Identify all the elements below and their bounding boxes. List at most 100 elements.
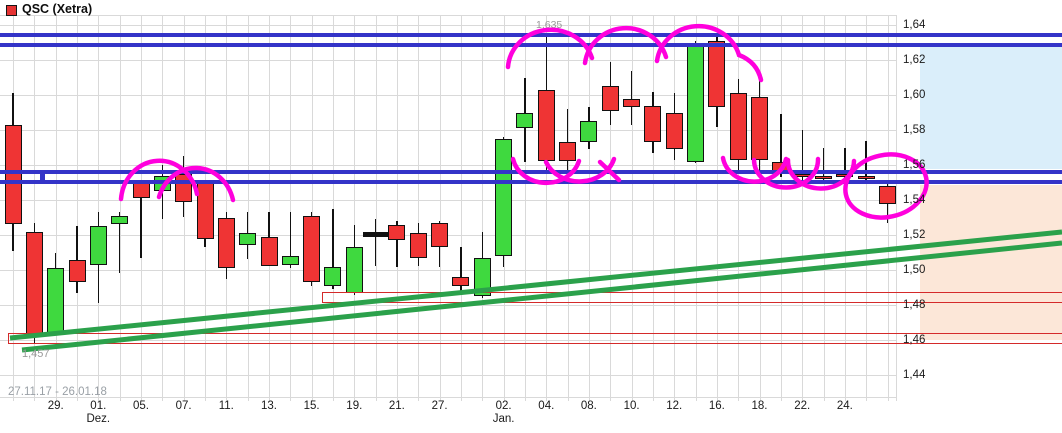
page-title: QSC (Xetra) xyxy=(22,2,93,16)
y-axis-label: 1,64 xyxy=(903,19,926,31)
candle-down xyxy=(537,89,555,162)
vertical-gridline xyxy=(567,15,569,401)
margin-tint-blue xyxy=(920,47,1062,169)
candle-down xyxy=(452,277,470,286)
x-axis-label: 10. xyxy=(623,400,640,412)
vertical-gridline xyxy=(759,15,761,401)
x-axis-label: 13. xyxy=(261,400,277,412)
x-axis-month-label: Dez. xyxy=(86,413,111,425)
red-square-icon xyxy=(6,5,17,16)
vertical-gridline xyxy=(354,15,356,401)
candle-up xyxy=(473,257,491,297)
candle-up xyxy=(495,138,513,256)
x-axis-label: 18. xyxy=(751,400,768,412)
vertical-gridline xyxy=(269,15,270,401)
horizontal-gridline xyxy=(0,270,896,271)
vertical-gridline xyxy=(396,15,398,401)
candle-up xyxy=(345,247,363,293)
horizontal-gridline xyxy=(0,25,896,26)
vertical-gridline xyxy=(695,15,697,401)
vertical-gridline xyxy=(610,15,612,401)
candle-down xyxy=(388,224,406,241)
candle-up xyxy=(516,112,534,129)
candle-down xyxy=(751,96,768,160)
candle-down xyxy=(644,105,662,143)
candle-up xyxy=(111,215,129,225)
plot-top-border xyxy=(0,15,896,16)
candle-down xyxy=(665,112,683,150)
horizontal-gridline xyxy=(0,305,896,306)
candle-down xyxy=(708,40,726,108)
horizontal-gridline xyxy=(0,375,896,376)
candle-down xyxy=(431,222,449,248)
candle-wick xyxy=(844,147,846,183)
candle-down xyxy=(559,142,577,162)
vertical-gridline xyxy=(738,15,740,401)
candle-down xyxy=(260,236,278,267)
x-axis-label: 16. xyxy=(708,400,725,412)
horizontal-gridline xyxy=(0,60,896,61)
candle-down xyxy=(623,98,641,108)
resistance-line xyxy=(0,43,1062,47)
vertical-gridline xyxy=(311,15,313,401)
candle-wick xyxy=(630,70,633,125)
x-axis-label: 27. xyxy=(431,400,448,412)
y-axis-label: 1,62 xyxy=(903,54,926,66)
vertical-gridline xyxy=(546,15,548,401)
resistance-line xyxy=(0,33,1062,37)
vertical-gridline xyxy=(674,15,676,401)
candle-down xyxy=(879,186,896,204)
vertical-gridline xyxy=(247,15,249,401)
vertical-gridline xyxy=(290,15,292,401)
vertical-gridline xyxy=(98,15,100,401)
x-axis-label: 22. xyxy=(794,400,811,412)
vertical-gridline xyxy=(716,15,718,401)
candle-wick xyxy=(374,219,377,267)
candle-up xyxy=(324,266,342,286)
candle-down xyxy=(4,124,22,225)
support-line xyxy=(0,180,1062,184)
candle-down xyxy=(68,259,86,283)
vertical-gridline xyxy=(55,15,57,401)
vertical-gridline xyxy=(119,15,121,401)
candle-down xyxy=(25,231,43,335)
marked-low-label: 1,457 xyxy=(22,348,50,360)
x-axis-label: 11. xyxy=(218,400,234,412)
candle-wick xyxy=(460,247,462,293)
horizontal-gridline xyxy=(0,165,896,166)
x-axis-label: 05. xyxy=(133,400,149,412)
x-axis-label: 08. xyxy=(580,400,597,412)
x-axis-label: 12. xyxy=(666,400,683,412)
y-axis-label: 1,60 xyxy=(903,89,926,101)
vertical-gridline xyxy=(652,15,654,401)
x-axis-label: 21. xyxy=(388,400,405,412)
vertical-gridline xyxy=(375,15,377,401)
candle-down xyxy=(303,215,321,283)
candle-up xyxy=(580,121,598,143)
breakout-box xyxy=(322,292,1062,303)
horizontal-gridline xyxy=(0,130,896,131)
support-band-bracket xyxy=(40,170,45,184)
x-axis-label: 15. xyxy=(303,400,320,412)
x-axis-label: 07. xyxy=(175,400,192,412)
candle-down xyxy=(196,182,214,239)
vertical-gridline xyxy=(631,15,633,401)
horizontal-gridline xyxy=(0,200,896,201)
y-axis-label: 1,56 xyxy=(903,159,926,171)
candle-wick xyxy=(801,130,803,181)
marked-high-label: 1,635 xyxy=(536,19,563,31)
vertical-gridline xyxy=(418,15,420,401)
candle-down xyxy=(601,86,619,111)
candle-down xyxy=(175,173,193,202)
x-axis-label: 29. xyxy=(47,400,64,412)
horizontal-gridline xyxy=(0,95,896,96)
margin-tint-orange xyxy=(920,185,1062,340)
date-range-label: 27.11.17 - 26.01.18 xyxy=(8,386,107,398)
vertical-gridline xyxy=(34,15,36,401)
y-axis-label: 1,44 xyxy=(903,369,926,381)
candle-down xyxy=(793,173,811,177)
y-axis-label: 1,46 xyxy=(903,334,926,346)
vertical-gridline xyxy=(823,15,825,401)
y-axis-label: 1,48 xyxy=(903,299,926,311)
